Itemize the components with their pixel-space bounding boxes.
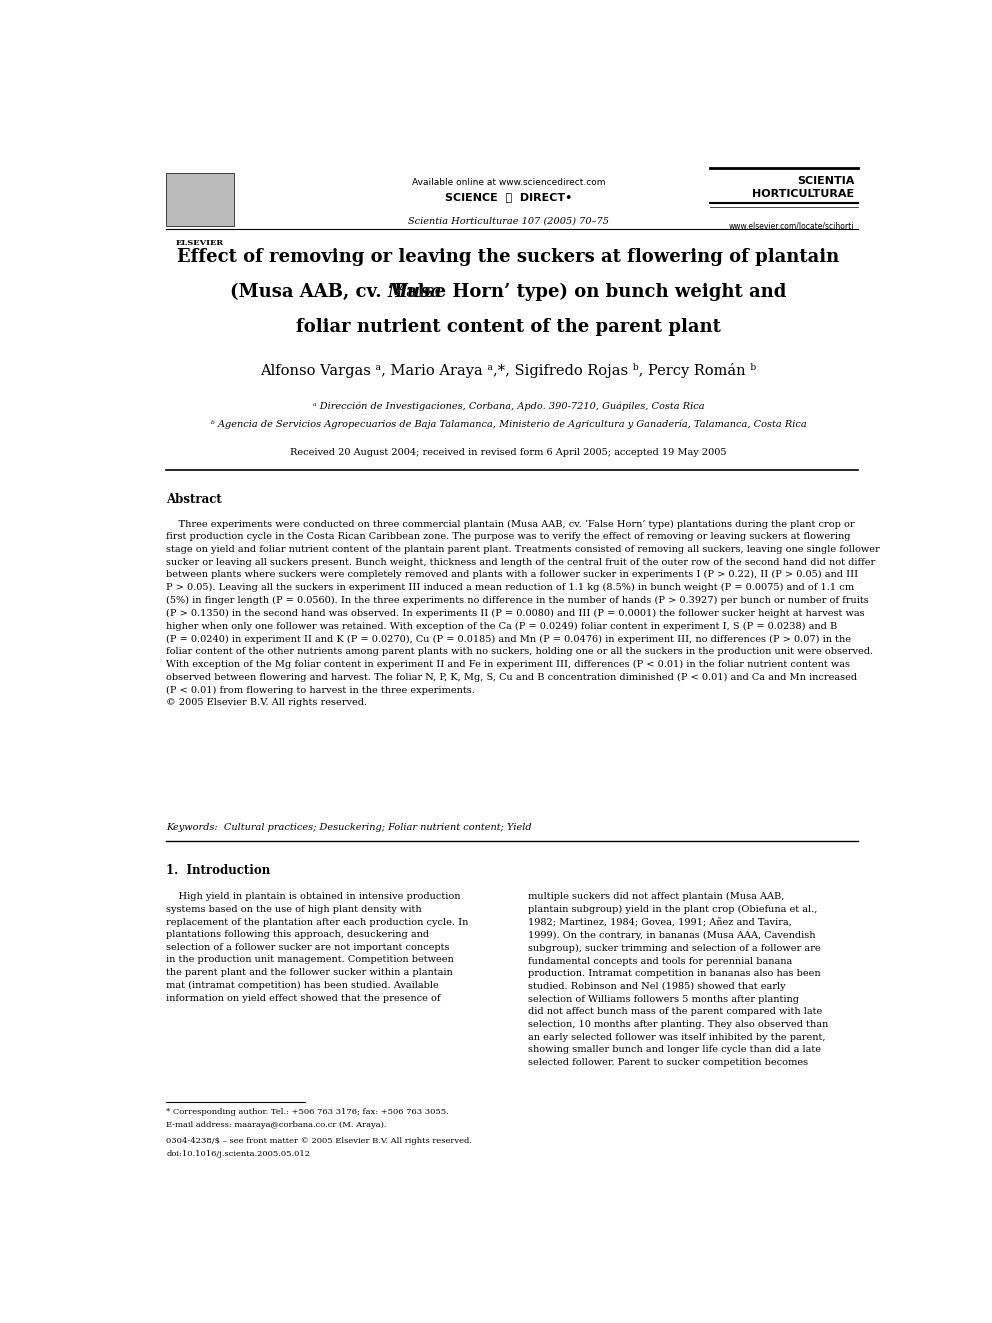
Text: * Corresponding author. Tel.: +506 763 3176; fax: +506 763 3055.: * Corresponding author. Tel.: +506 763 3… [167, 1109, 449, 1117]
Text: Available online at www.sciencedirect.com: Available online at www.sciencedirect.co… [412, 179, 605, 187]
Text: Keywords:  Cultural practices; Desuckering; Foliar nutrient content; Yield: Keywords: Cultural practices; Desuckerin… [167, 823, 532, 832]
Text: Three experiments were conducted on three commercial plantain (Musa AAB, cv. ‘Fa: Three experiments were conducted on thre… [167, 520, 880, 708]
Text: HORTICULTURAE: HORTICULTURAE [752, 189, 854, 200]
Text: foliar nutrient content of the parent plant: foliar nutrient content of the parent pl… [296, 318, 721, 336]
Text: ELSEVIER: ELSEVIER [176, 239, 224, 247]
Text: 1.  Introduction: 1. Introduction [167, 864, 271, 877]
Text: multiple suckers did not affect plantain (Musa AAB,
plantain subgroup) yield in : multiple suckers did not affect plantain… [528, 892, 828, 1066]
Text: Musa: Musa [388, 283, 442, 302]
Text: Alfonso Vargas ᵃ, Mario Araya ᵃ,*, Sigifredo Rojas ᵇ, Percy Román ᵇ: Alfonso Vargas ᵃ, Mario Araya ᵃ,*, Sigif… [260, 363, 757, 377]
Text: Effect of removing or leaving the suckers at flowering of plantain: Effect of removing or leaving the sucker… [178, 249, 839, 266]
Text: High yield in plantain is obtained in intensive production
systems based on the : High yield in plantain is obtained in in… [167, 892, 468, 1003]
Text: ᵃ Dirección de Investigaciones, Corbana, Apdo. 390-7210, Guápiles, Costa Rica: ᵃ Dirección de Investigaciones, Corbana,… [312, 401, 704, 410]
Text: Received 20 August 2004; received in revised form 6 April 2005; accepted 19 May : Received 20 August 2004; received in rev… [290, 448, 727, 456]
Text: ᵇ Agencia de Servicios Agropecuarios de Baja Talamanca, Ministerio de Agricultur: ᵇ Agencia de Servicios Agropecuarios de … [210, 419, 806, 429]
Text: E-mail address: maaraya@corbana.co.cr (M. Araya).: E-mail address: maaraya@corbana.co.cr (M… [167, 1122, 387, 1130]
Text: (Musa AAB, cv. ‘False Horn’ type) on bunch weight and: (Musa AAB, cv. ‘False Horn’ type) on bun… [230, 283, 787, 302]
Text: Musa: Musa [388, 283, 442, 302]
Bar [167, 173, 234, 226]
Text: Abstract: Abstract [167, 493, 222, 505]
Text: 0304-4238/$ – see front matter © 2005 Elsevier B.V. All rights reserved.: 0304-4238/$ – see front matter © 2005 El… [167, 1136, 472, 1144]
Text: SCIENTIA: SCIENTIA [797, 176, 854, 187]
Text: SCIENCE  ⓐ  DIRECT•: SCIENCE ⓐ DIRECT• [444, 192, 572, 202]
Text: Scientia Horticulturae 107 (2005) 70–75: Scientia Horticulturae 107 (2005) 70–75 [408, 217, 609, 226]
Text: www.elsevier.com/locate/scihorti: www.elsevier.com/locate/scihorti [729, 222, 854, 232]
Text: doi:10.1016/j.scienta.2005.05.012: doi:10.1016/j.scienta.2005.05.012 [167, 1150, 310, 1158]
